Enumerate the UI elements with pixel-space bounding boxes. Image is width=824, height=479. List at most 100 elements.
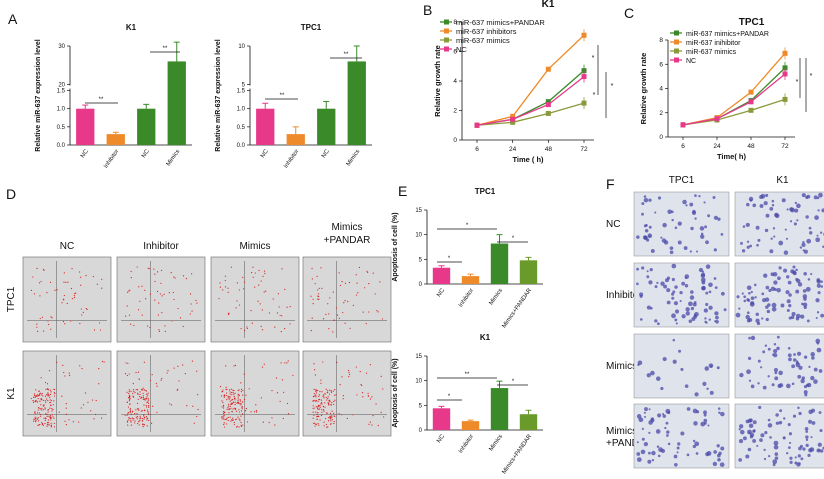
flow-dot [334, 415, 336, 417]
stained-cell [771, 204, 775, 207]
stained-cell [788, 293, 792, 297]
flow-dot [40, 280, 42, 283]
stained-cell [749, 434, 754, 439]
stained-cell [780, 303, 785, 308]
flow-dot [319, 405, 321, 407]
flow-dot [36, 326, 38, 328]
stained-cell [797, 406, 800, 410]
flow-dot [47, 409, 49, 411]
stained-cell [818, 192, 823, 198]
flow-dot [227, 416, 229, 419]
flow-dot [383, 416, 385, 418]
flow-dot [54, 289, 56, 291]
data-point [714, 116, 720, 122]
flow-dot [142, 395, 144, 397]
stained-cell [750, 296, 755, 301]
stained-cell [762, 298, 767, 303]
stained-cell [674, 226, 678, 230]
flow-dot [71, 298, 74, 300]
flow-dot [325, 313, 327, 315]
flow-dot [228, 398, 230, 400]
flow-dot [63, 272, 65, 274]
stained-cell [689, 202, 694, 207]
flow-dot [330, 403, 332, 406]
stained-cell [795, 277, 799, 282]
stained-cell [680, 367, 684, 371]
flow-dot [232, 392, 234, 394]
flow-dot [134, 413, 136, 415]
flow-dot [132, 392, 134, 395]
stained-cell [795, 362, 801, 368]
stained-cell [817, 209, 820, 212]
legend-label: miR-637 mimics [686, 49, 737, 56]
flow-dot [234, 407, 237, 410]
flow-dot [374, 293, 376, 295]
flow-dot [129, 395, 131, 397]
flow-dot [260, 397, 262, 399]
stained-cell [765, 193, 769, 197]
stained-cell [816, 234, 819, 237]
flow-dot [232, 389, 234, 391]
stained-cell [796, 203, 801, 209]
stained-cell [778, 266, 782, 270]
legend-label: miR-637 mimics [456, 36, 510, 45]
y-axis-label: Relative miR-637 expression level [215, 39, 222, 152]
sig-star: ** [465, 372, 470, 378]
flow-dot [237, 402, 240, 404]
stained-cell [644, 229, 649, 233]
stained-cell [810, 436, 813, 439]
stained-cell [787, 353, 792, 358]
stained-cell [794, 461, 798, 465]
flow-dot [325, 412, 327, 414]
flow-dot [50, 328, 52, 330]
stained-cell [783, 250, 789, 255]
flow-dot [141, 285, 143, 287]
stained-cell [767, 375, 770, 378]
stained-cell [657, 196, 662, 200]
flow-dot [177, 365, 179, 368]
stained-cell [777, 276, 781, 281]
flow-dot [53, 391, 55, 394]
flow-dot [342, 311, 344, 314]
flow-dot [49, 407, 51, 409]
stained-cell [758, 405, 762, 410]
flow-dot [343, 302, 345, 304]
flow-dot [313, 363, 315, 365]
flow-dot [312, 407, 314, 410]
stained-cell [641, 427, 644, 430]
flow-dot [99, 329, 102, 331]
flow-dot [53, 422, 55, 425]
flow-dot [49, 281, 52, 283]
sig-star: * [593, 92, 596, 99]
stained-cell [713, 450, 717, 454]
flow-dot [171, 320, 173, 322]
x-tick-label: Mimics [346, 149, 362, 168]
y-axis-label: Relative growth rate [433, 45, 442, 117]
flow-dot [163, 293, 165, 296]
flow-dot [268, 312, 271, 314]
flow-dot [90, 410, 92, 412]
stained-cell [715, 315, 719, 320]
flow-dot [231, 402, 234, 405]
stained-cell [763, 273, 768, 278]
stained-cell [681, 281, 686, 286]
flow-dot [196, 415, 198, 418]
flow-dot [137, 389, 139, 391]
flow-dot [327, 398, 329, 400]
flow-dot [51, 410, 53, 412]
sig-star: * [512, 379, 515, 385]
stained-cell [776, 287, 781, 293]
flow-dot [135, 416, 137, 418]
flow-dot [47, 424, 49, 426]
stained-cell [701, 272, 706, 277]
stained-cell [804, 427, 809, 431]
flow-dot [242, 424, 244, 426]
stained-cell [685, 311, 690, 316]
transwell-column-label: TPC1 [669, 175, 695, 186]
flow-dot [86, 308, 88, 311]
flow-dot [323, 425, 325, 427]
flow-dot [322, 361, 324, 363]
stained-cell [700, 277, 706, 283]
stained-cell [667, 442, 671, 446]
stained-cell [789, 220, 793, 223]
